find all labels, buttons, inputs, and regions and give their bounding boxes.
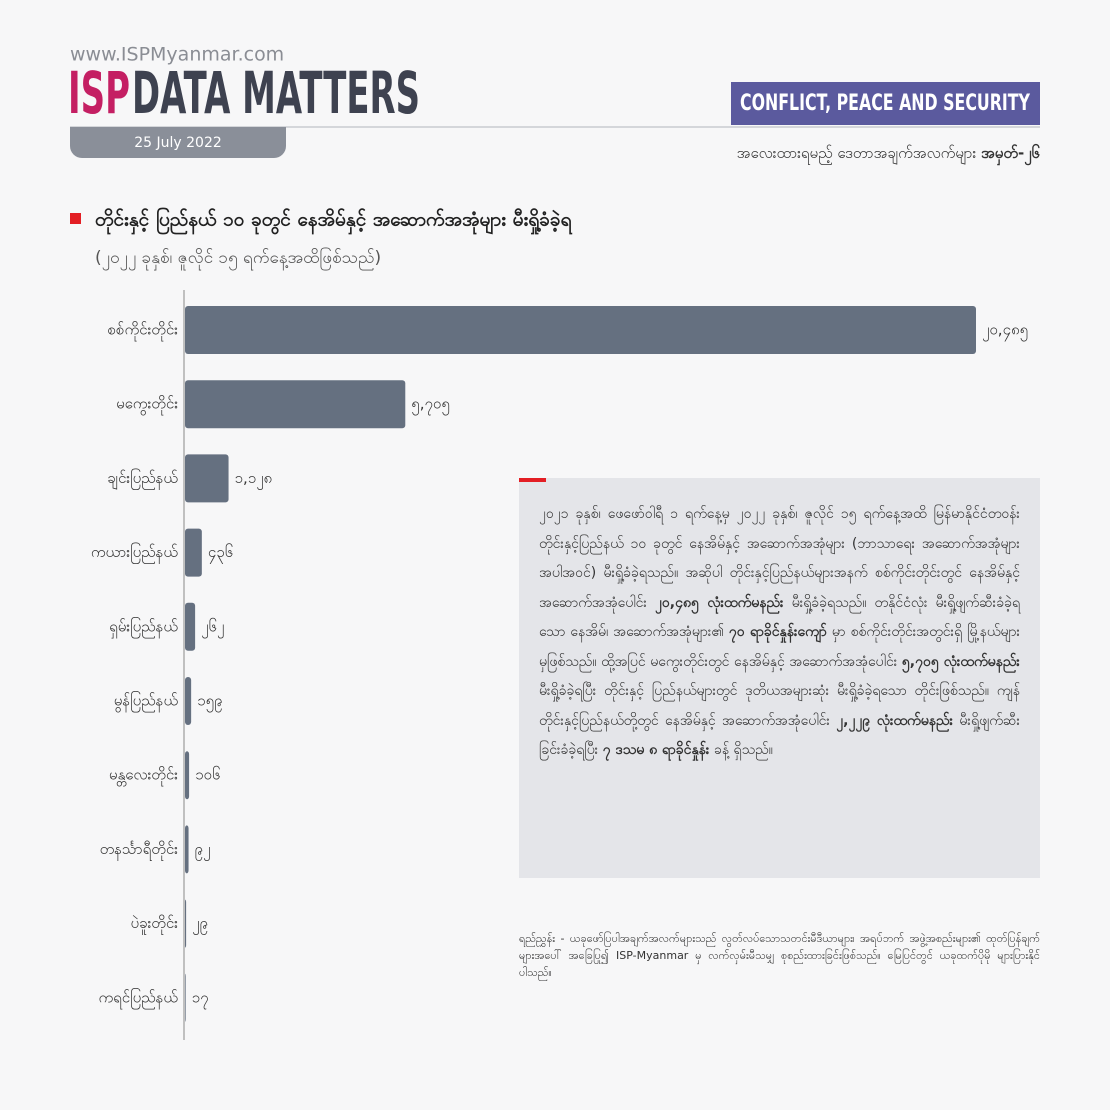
bar: [185, 528, 202, 577]
note-accent: [519, 478, 546, 482]
note-emphasis: ၇၀ ရာခိုင်နှုန်းကျော်: [728, 624, 827, 640]
section-box: [731, 82, 1040, 125]
value-label: ၂၀,၄၈၅: [982, 321, 1028, 342]
category-label: ကယားပြည်နယ်: [91, 542, 178, 564]
value-label: ၁၅၉: [197, 692, 222, 713]
bar: [185, 973, 186, 1022]
value-label: ၂၉: [192, 914, 208, 935]
bar: [185, 899, 187, 948]
source-note: ရည်ညွှန်း - ယခုဖော်ပြပါအချက်အလက်များသည် …: [519, 930, 1040, 981]
date: 25 July 2022: [134, 135, 222, 151]
note-text: မီးရှို့ခံခဲ့ရသည်။ တနိုင်ငံလုံး မီးရှို့…: [539, 594, 1021, 641]
note-text: မီးရှို့ခံခဲ့ရပြီး တိုင်းနှင့် ပြည်နယ်မျ…: [539, 683, 1020, 729]
bar: [185, 306, 976, 354]
website: www.ISPMyanmar.com: [70, 44, 284, 66]
category-label: မကွေးတိုင်း: [116, 395, 178, 416]
note-text: ခန့် ရှိသည်။: [713, 742, 773, 758]
value-label: ၁,၁၂၈: [235, 469, 273, 490]
value-label: ၁၇: [192, 988, 209, 1009]
category-label: မန္တလေးတိုင်း: [109, 766, 178, 787]
category-label: ပဲခူးတိုင်း: [130, 914, 178, 935]
value-label: ၅,၇၀၅: [411, 395, 450, 416]
source-text: ယခုဖော်ပြပါအချက်အလက်များသည် လွတ်လပ်သောသတ…: [519, 932, 1040, 979]
note-emphasis: ၂,၂၂၉ လုံးထက်မနည်း: [836, 712, 954, 729]
category-label: ချင်းပြည်နယ်: [107, 468, 178, 490]
brand: ISP: [68, 59, 130, 127]
date-pill: [70, 127, 286, 158]
source-label: ရည်ညွှန်း -: [519, 932, 565, 945]
bar: [185, 602, 196, 651]
note-emphasis: ၂၀,၄၈၅ လုံးထက်မနည်း: [655, 594, 784, 611]
bar: [185, 677, 192, 725]
bar: [185, 751, 190, 800]
category-label: စစ်ကိုင်းတိုင်း: [108, 321, 179, 342]
value-label: ၁၀၆: [195, 766, 220, 784]
value-label: ၄၃၆: [208, 543, 233, 564]
category-label: တနင်္သာရီတိုင်း: [100, 840, 179, 861]
note-text: ၂၀၂၁ ခုနှစ်၊ ဖေဖော်ဝါရီ ၁ ရက်နေ့မှ ၂၀၂၂ …: [539, 506, 1020, 611]
category-label: ရှမ်းပြည်နယ်: [109, 616, 178, 638]
brand-title: DATA MATTERS: [132, 59, 420, 127]
series-number: အမှတ်-၂၆: [981, 143, 1041, 166]
value-label: ၂၆၂: [201, 617, 224, 638]
section: CONFLICT, PEACE AND SECURITY: [740, 91, 1031, 116]
title-marker: [70, 213, 81, 224]
note-text: မီးရှို့ဖျက်ဆီးခြင်းခံခဲ့ရပြီး: [539, 712, 1020, 759]
note-emphasis: ၅,၇၀၅ လုံးထက်မနည်း: [901, 653, 1020, 670]
series-label: အလေးထားရမည့် ဒေတာအချက်အလက်များ အမှတ်-၂၆: [737, 143, 1041, 166]
series-label-text: အလေးထားရမည့် ဒေတာအချက်အလက်များ: [737, 144, 977, 165]
category-label: ကရင်ပြည်နယ်: [98, 987, 178, 1009]
bar: [185, 380, 406, 429]
note-emphasis: ၇ ဒသမ ၈ ရာခိုင်နှုန်း: [602, 742, 710, 758]
chart-subtitle: (၂၀၂၂ ခုနှစ်၊ ဇူလိုင် ၁၅ ရက်နေ့အထိဖြစ်သည…: [95, 246, 381, 271]
note-box: ၂၀၂၁ ခုနှစ်၊ ဖေဖော်ဝါရီ ၁ ရက်နေ့မှ ၂၀၂၂ …: [519, 478, 1040, 878]
note-text: မှာ စစ်ကိုင်းတိုင်းအတွင်းရှိ မြို့နယ်မျာ…: [539, 624, 1021, 670]
bar: [185, 825, 189, 874]
bar: [185, 454, 229, 503]
category-label: မွန်ပြည်နယ်: [114, 691, 178, 713]
chart-title: တိုင်းနှင့် ပြည်နယ် ၁၀ ခုတွင် နေအိမ်နှင့…: [95, 206, 573, 236]
value-label: ၉၂: [195, 840, 211, 861]
